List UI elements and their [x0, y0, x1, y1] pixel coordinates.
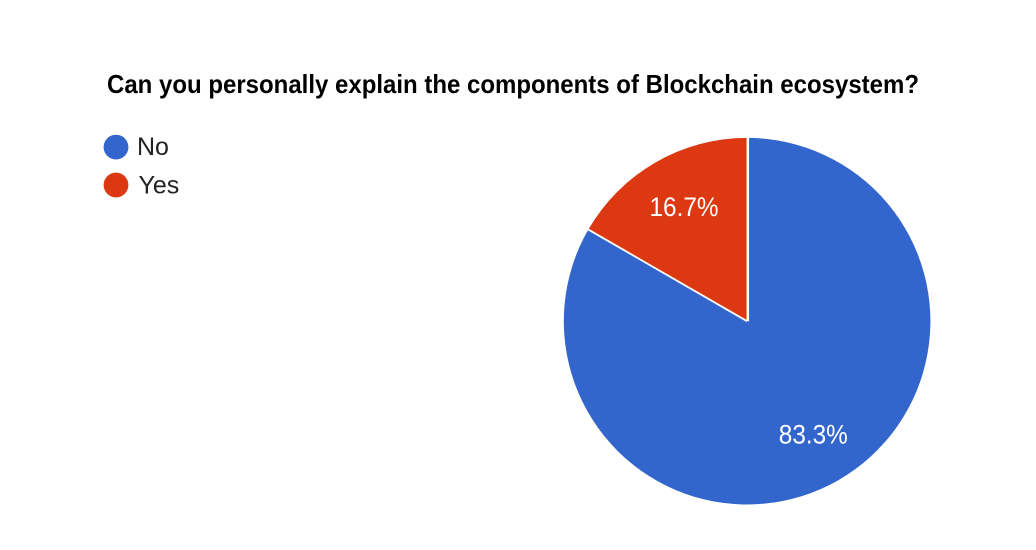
svg-text:No: No — [137, 133, 169, 161]
svg-text:16.7%: 16.7% — [650, 192, 719, 222]
svg-text:Yes: Yes — [139, 171, 180, 199]
svg-text:83.3%: 83.3% — [779, 419, 848, 449]
svg-text:Can you personally explain the: Can you personally explain the component… — [107, 69, 919, 99]
